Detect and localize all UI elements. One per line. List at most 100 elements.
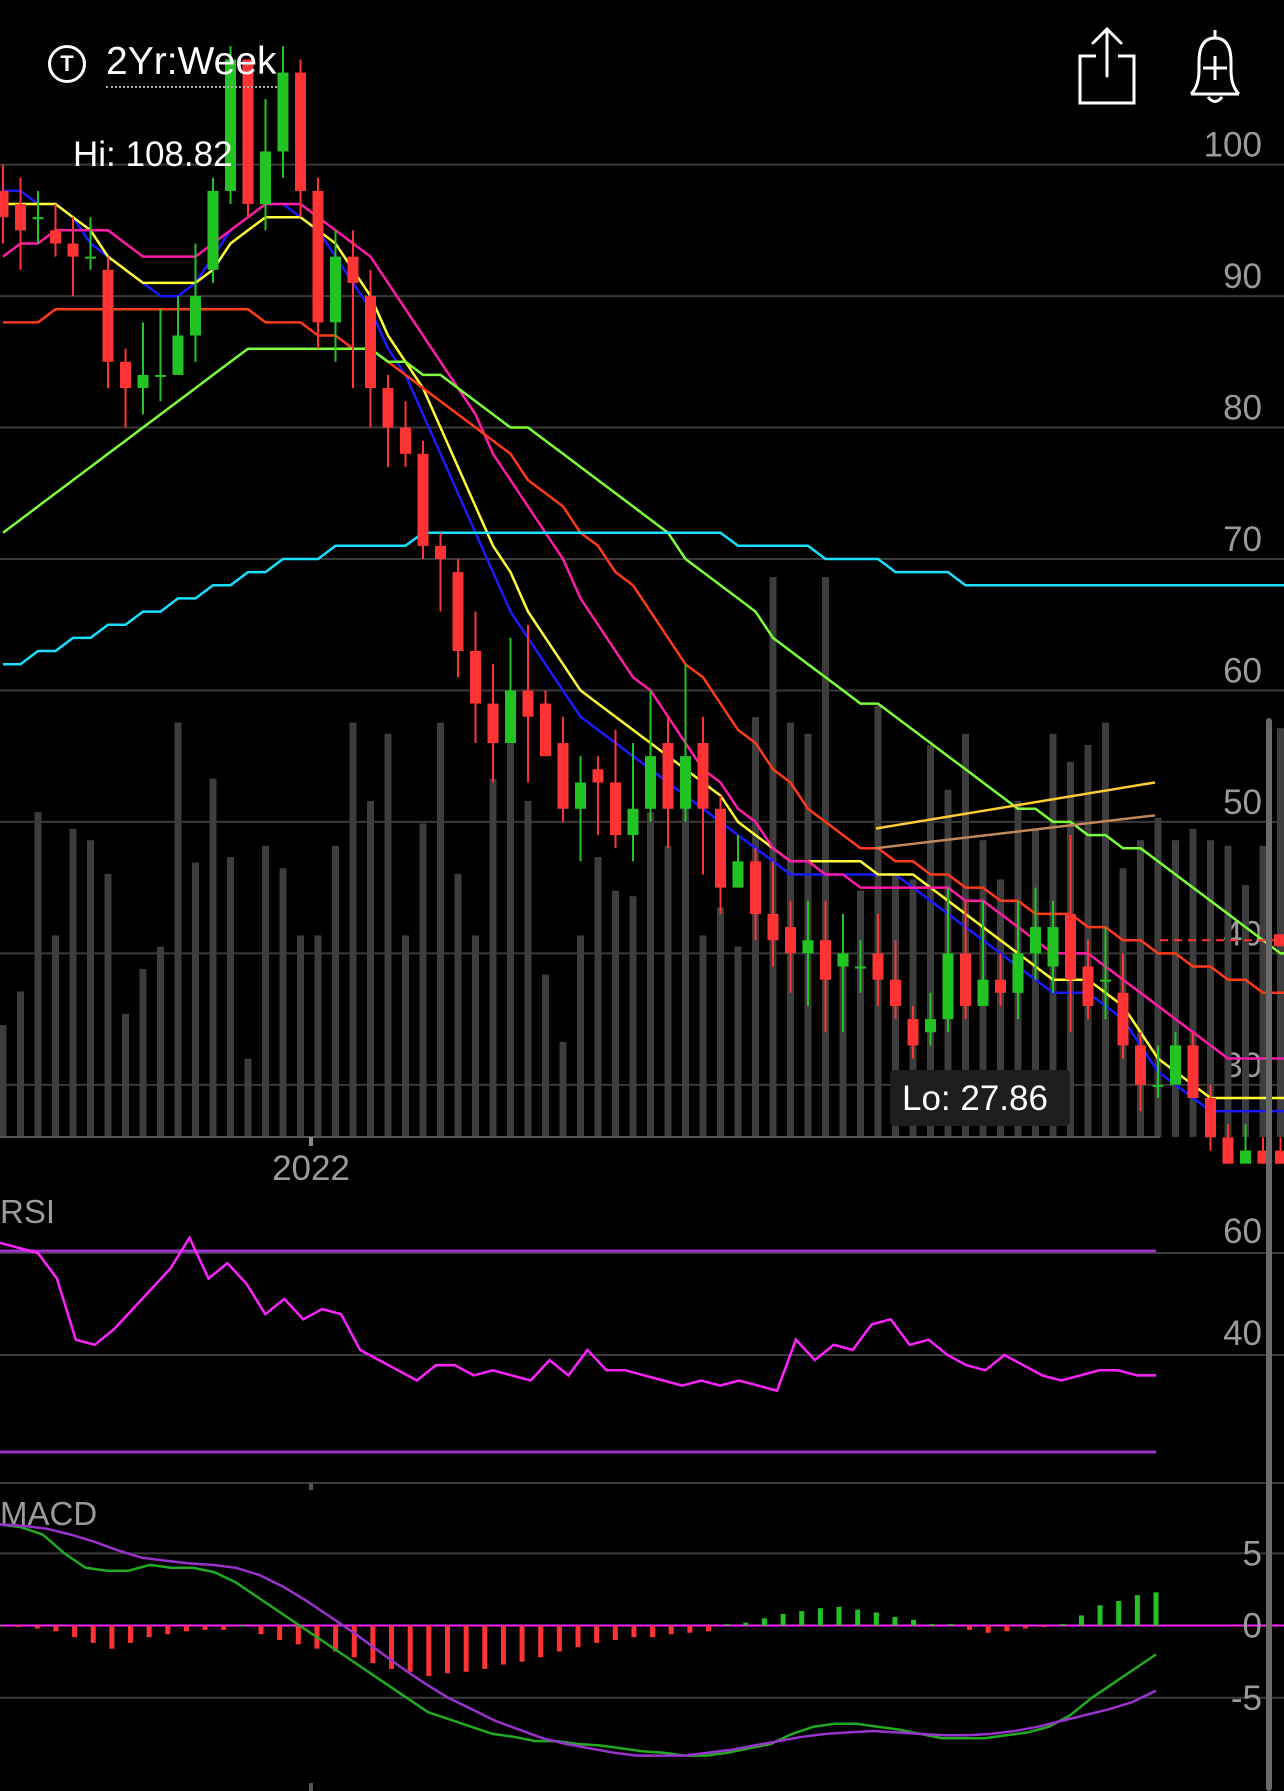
macd-histogram-bar: [34, 1625, 40, 1629]
candle-body: [680, 756, 691, 809]
candle-body: [750, 861, 761, 914]
candle-body: [225, 59, 236, 191]
price-tick-label: 70: [1223, 520, 1262, 559]
macd-histogram-bar: [1060, 1624, 1066, 1626]
macd-histogram-bar: [258, 1625, 264, 1635]
volume-bar: [699, 935, 707, 1137]
macd-histogram-bar: [221, 1625, 227, 1630]
macd-histogram-bar: [761, 1618, 767, 1626]
candle-body: [977, 979, 989, 1006]
macd-histogram-bar: [165, 1625, 171, 1635]
candle-body: [715, 808, 726, 888]
candle-body: [697, 743, 709, 809]
candle-body: [172, 335, 184, 375]
candle-body: [1170, 1045, 1181, 1085]
macd-histogram-bar: [799, 1611, 805, 1626]
macd-histogram-bar: [277, 1625, 283, 1640]
rsi-label: RSI: [0, 1193, 55, 1230]
macd-histogram-bar: [128, 1625, 134, 1643]
ticker-badge: T: [48, 45, 86, 83]
x-axis-label: 2022: [272, 1149, 350, 1188]
candle-body: [50, 230, 61, 244]
volume-bar: [314, 935, 322, 1137]
macd-histogram-bar: [668, 1625, 674, 1635]
candle-body: [470, 651, 481, 704]
macd-histogram-bar: [1134, 1595, 1140, 1626]
candle-body: [820, 940, 831, 980]
macd-histogram-bar: [892, 1616, 898, 1626]
rsi-line: [0, 1235, 1156, 1393]
candle-body: [1082, 966, 1094, 1006]
candle-body: [190, 296, 201, 336]
range-selector[interactable]: 2Yr:Week: [106, 40, 277, 88]
macd-histogram-bar: [855, 1609, 861, 1626]
macd-histogram-bar: [239, 1625, 245, 1627]
candle-body: [85, 256, 96, 259]
volume-bar: [1032, 829, 1039, 1137]
volume-bar: [174, 722, 182, 1137]
candle-body: [435, 545, 446, 559]
macd-histogram-bar: [295, 1625, 301, 1645]
volume-bar: [682, 801, 689, 1137]
volume-bar: [1224, 845, 1232, 1137]
macd-tick-label: -5: [1231, 1679, 1262, 1718]
macd-histogram-bar: [1097, 1605, 1103, 1626]
candle-body: [802, 940, 814, 954]
volume-bar: [227, 857, 234, 1137]
macd-histogram-bar: [1022, 1625, 1028, 1629]
candle-body: [102, 269, 114, 362]
yellow-trendline: [875, 781, 1156, 830]
macd-histogram-bar: [109, 1625, 115, 1649]
volume-bar: [104, 873, 112, 1137]
macd-histogram-bar: [351, 1625, 357, 1658]
alert-bell-icon[interactable]: [1180, 24, 1250, 110]
macd-histogram-bar: [463, 1625, 469, 1672]
candle-body: [732, 861, 744, 888]
macd-histogram-bar: [1041, 1625, 1047, 1627]
candle-body: [277, 72, 289, 152]
candle-body: [1275, 1150, 1284, 1164]
macd-histogram-bar: [426, 1625, 432, 1677]
volume-bar: [594, 857, 602, 1137]
macd-histogram-bar: [407, 1625, 413, 1672]
candle-body: [925, 1019, 936, 1033]
candle-body: [1257, 1150, 1269, 1164]
volume-bar: [542, 974, 549, 1137]
volume-bar: [734, 946, 742, 1137]
candle-body: [960, 953, 971, 1006]
price-tick-label: 50: [1223, 783, 1262, 822]
candle-body: [347, 256, 359, 283]
volume-bar: [664, 845, 672, 1137]
ma-line-cyan: [3, 531, 1284, 666]
tan-trendline: [875, 814, 1156, 850]
candle-body: [242, 59, 254, 205]
candle-body: [155, 374, 166, 377]
volume-bar: [489, 778, 497, 1137]
candle-body: [382, 388, 394, 428]
macd-histogram-bar: [53, 1625, 59, 1632]
macd-tick-label: 5: [1243, 1534, 1262, 1573]
volume-bar: [629, 896, 637, 1137]
volume-bar: [69, 829, 77, 1137]
candle-body: [0, 190, 9, 218]
macd-histogram-bar: [724, 1624, 730, 1626]
vertical-scrollbar: [1266, 718, 1272, 1791]
candle-body: [785, 927, 796, 954]
volume-bar: [769, 577, 777, 1137]
ma-line-green: [2, 347, 1284, 955]
share-icon[interactable]: [1072, 24, 1142, 110]
ma-line-orange: [3, 307, 1284, 995]
rsi-tick-label: 40: [1223, 1314, 1262, 1353]
candle-body: [540, 703, 551, 757]
macd-histogram-bar: [183, 1625, 189, 1632]
macd-histogram-bar: [687, 1625, 693, 1633]
volume-bar: [454, 873, 462, 1137]
volume-bar: [209, 778, 217, 1137]
macd-histogram-bar: [538, 1625, 544, 1658]
volume-bar: [1189, 829, 1197, 1137]
volume-bar: [52, 935, 59, 1137]
macd-histogram-bar: [146, 1625, 152, 1638]
volume-bar: [1172, 840, 1179, 1137]
macd-line: [0, 1523, 1157, 1757]
